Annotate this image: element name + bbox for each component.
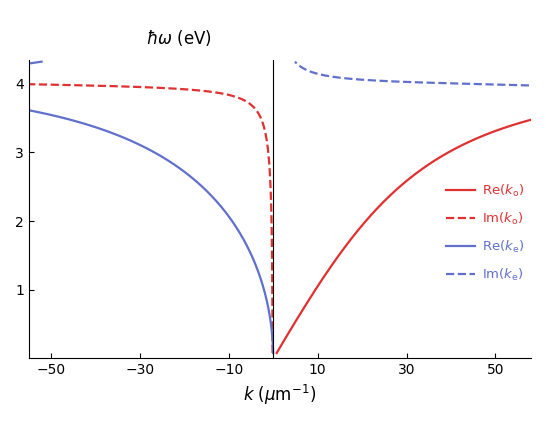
Legend: Re($k_\mathrm{o}$), Im($k_\mathrm{o}$), Re($k_\mathrm{e}$), Im($k_\mathrm{e}$): Re($k_\mathrm{o}$), Im($k_\mathrm{o}$), …: [441, 178, 530, 288]
X-axis label: $k$ ($\mu$m$^{-1}$): $k$ ($\mu$m$^{-1}$): [244, 383, 317, 407]
Y-axis label: $\hbar\omega$ (eV): $\hbar\omega$ (eV): [146, 28, 212, 48]
